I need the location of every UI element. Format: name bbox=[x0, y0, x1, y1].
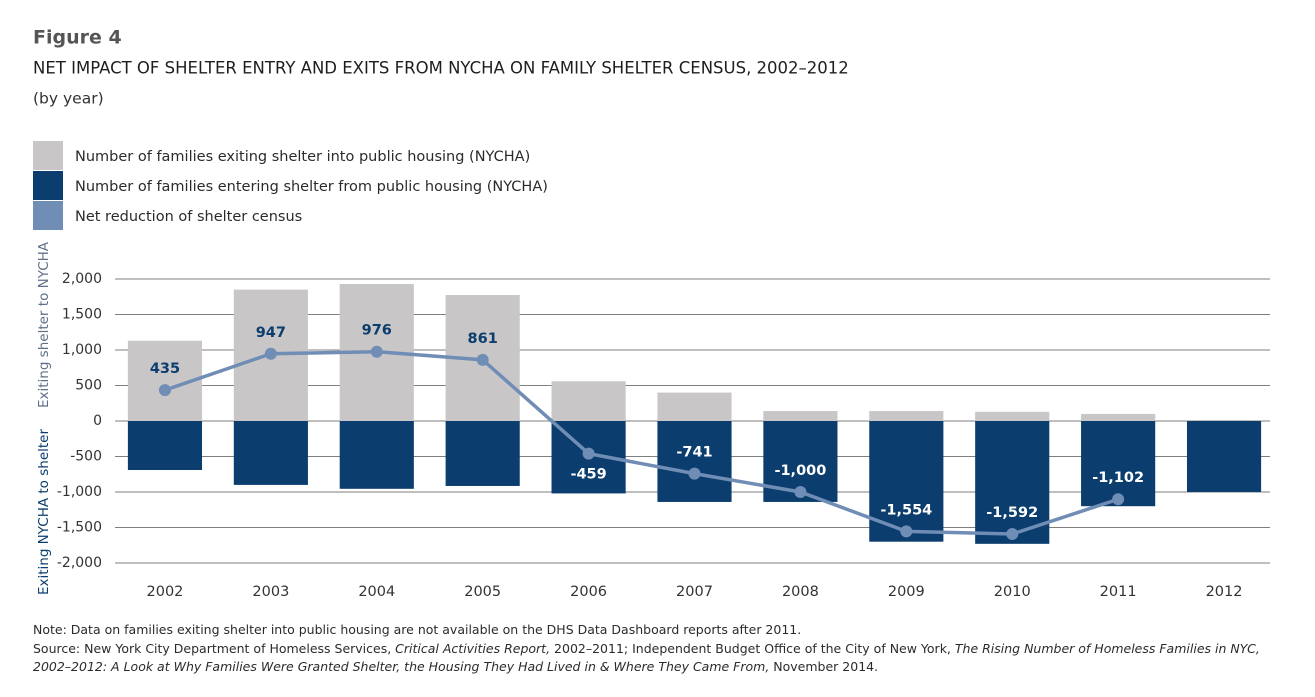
figure-label: Figure 4 bbox=[33, 27, 122, 49]
source: Source: New York City Department of Home… bbox=[33, 640, 1283, 677]
line-marker bbox=[582, 447, 595, 460]
data-label: -1,554 bbox=[880, 502, 932, 518]
line-marker bbox=[264, 347, 277, 360]
x-tick-label: 2012 bbox=[1206, 584, 1243, 600]
line-marker bbox=[794, 486, 807, 498]
line-marker bbox=[158, 384, 171, 397]
line-marker bbox=[370, 345, 383, 358]
source-part: 2002–2011; Independent Budget Office of … bbox=[550, 640, 955, 656]
x-tick-label: 2007 bbox=[676, 584, 713, 600]
bar bbox=[551, 381, 626, 421]
line-marker bbox=[1006, 528, 1019, 541]
data-label: 976 bbox=[362, 323, 392, 339]
legend-swatch bbox=[33, 171, 63, 200]
y-tick-label: 1,500 bbox=[62, 307, 102, 323]
bar bbox=[869, 411, 944, 421]
bar bbox=[975, 411, 1050, 421]
y-tick-label: -500 bbox=[70, 449, 102, 465]
bar bbox=[445, 421, 520, 486]
chart-subtitle: (by year) bbox=[33, 90, 104, 108]
source-part: Source: New York City Department of Home… bbox=[33, 640, 396, 656]
x-tick-label: 2004 bbox=[358, 584, 395, 600]
line bbox=[164, 349, 1119, 536]
data-label: 947 bbox=[256, 325, 286, 341]
y-tick-label: 500 bbox=[75, 378, 102, 394]
legend-swatch bbox=[33, 141, 63, 170]
y-tick-label: -1,500 bbox=[57, 520, 102, 536]
x-tick-label: 2011 bbox=[1100, 584, 1137, 600]
legend-label: Net reduction of shelter census bbox=[75, 209, 302, 225]
source-part: Critical Activities Report, bbox=[395, 640, 551, 656]
data-label: -1,592 bbox=[986, 505, 1038, 521]
bar bbox=[1081, 421, 1156, 507]
bar bbox=[233, 421, 308, 485]
data-label: -1,000 bbox=[774, 463, 826, 479]
y-tick-label: 0 bbox=[93, 413, 102, 429]
y-axis-title: Exiting NYCHA to shelter bbox=[36, 429, 52, 596]
footnotes: Note: Data on families exiting shelter i… bbox=[33, 621, 1283, 677]
note: Note: Data on families exiting shelter i… bbox=[33, 622, 802, 637]
bar bbox=[1186, 421, 1262, 492]
y-tick-label: -2,000 bbox=[57, 555, 102, 571]
bar bbox=[869, 421, 944, 542]
x-tick-label: 2009 bbox=[888, 584, 925, 600]
bar bbox=[657, 421, 732, 502]
data-label: -1,102 bbox=[1092, 470, 1144, 486]
legend-swatch bbox=[33, 201, 63, 230]
x-tick-label: 2006 bbox=[570, 584, 607, 600]
y-axis-title: Exiting shelter to NYCHA bbox=[36, 241, 52, 408]
line-marker bbox=[476, 353, 489, 366]
x-tick-label: 2010 bbox=[994, 584, 1031, 600]
x-tick-label: 2002 bbox=[147, 584, 184, 600]
legend-label: Number of families exiting shelter into … bbox=[75, 149, 530, 165]
chart-title: NET IMPACT OF SHELTER ENTRY AND EXITS FR… bbox=[33, 59, 849, 78]
x-tick-label: 2005 bbox=[464, 584, 501, 600]
line-marker bbox=[900, 525, 913, 538]
data-label: -741 bbox=[676, 445, 712, 461]
line-marker bbox=[688, 467, 701, 480]
source-part: November 2014. bbox=[769, 659, 879, 674]
source-part: The Rising Number of Homeless Families i… bbox=[33, 640, 1260, 675]
bar bbox=[1081, 413, 1156, 421]
data-label: 435 bbox=[150, 361, 180, 377]
y-tick-label: 1,000 bbox=[62, 342, 102, 358]
bar bbox=[127, 421, 203, 470]
bar bbox=[975, 421, 1050, 544]
y-tick-label: -1,000 bbox=[57, 484, 102, 500]
chart: Figure 4 NET IMPACT OF SHELTER ENTRY AND… bbox=[33, 27, 1270, 600]
y-tick-label: 2,000 bbox=[62, 271, 102, 287]
legend-label: Number of families entering shelter from… bbox=[75, 179, 548, 195]
bar bbox=[763, 411, 838, 421]
x-tick-label: 2008 bbox=[782, 584, 819, 600]
line-marker bbox=[1112, 493, 1125, 506]
bar bbox=[657, 392, 732, 421]
x-tick-label: 2003 bbox=[252, 584, 289, 600]
data-label: -459 bbox=[570, 467, 606, 483]
bar bbox=[339, 421, 414, 489]
data-label: 861 bbox=[468, 331, 498, 347]
